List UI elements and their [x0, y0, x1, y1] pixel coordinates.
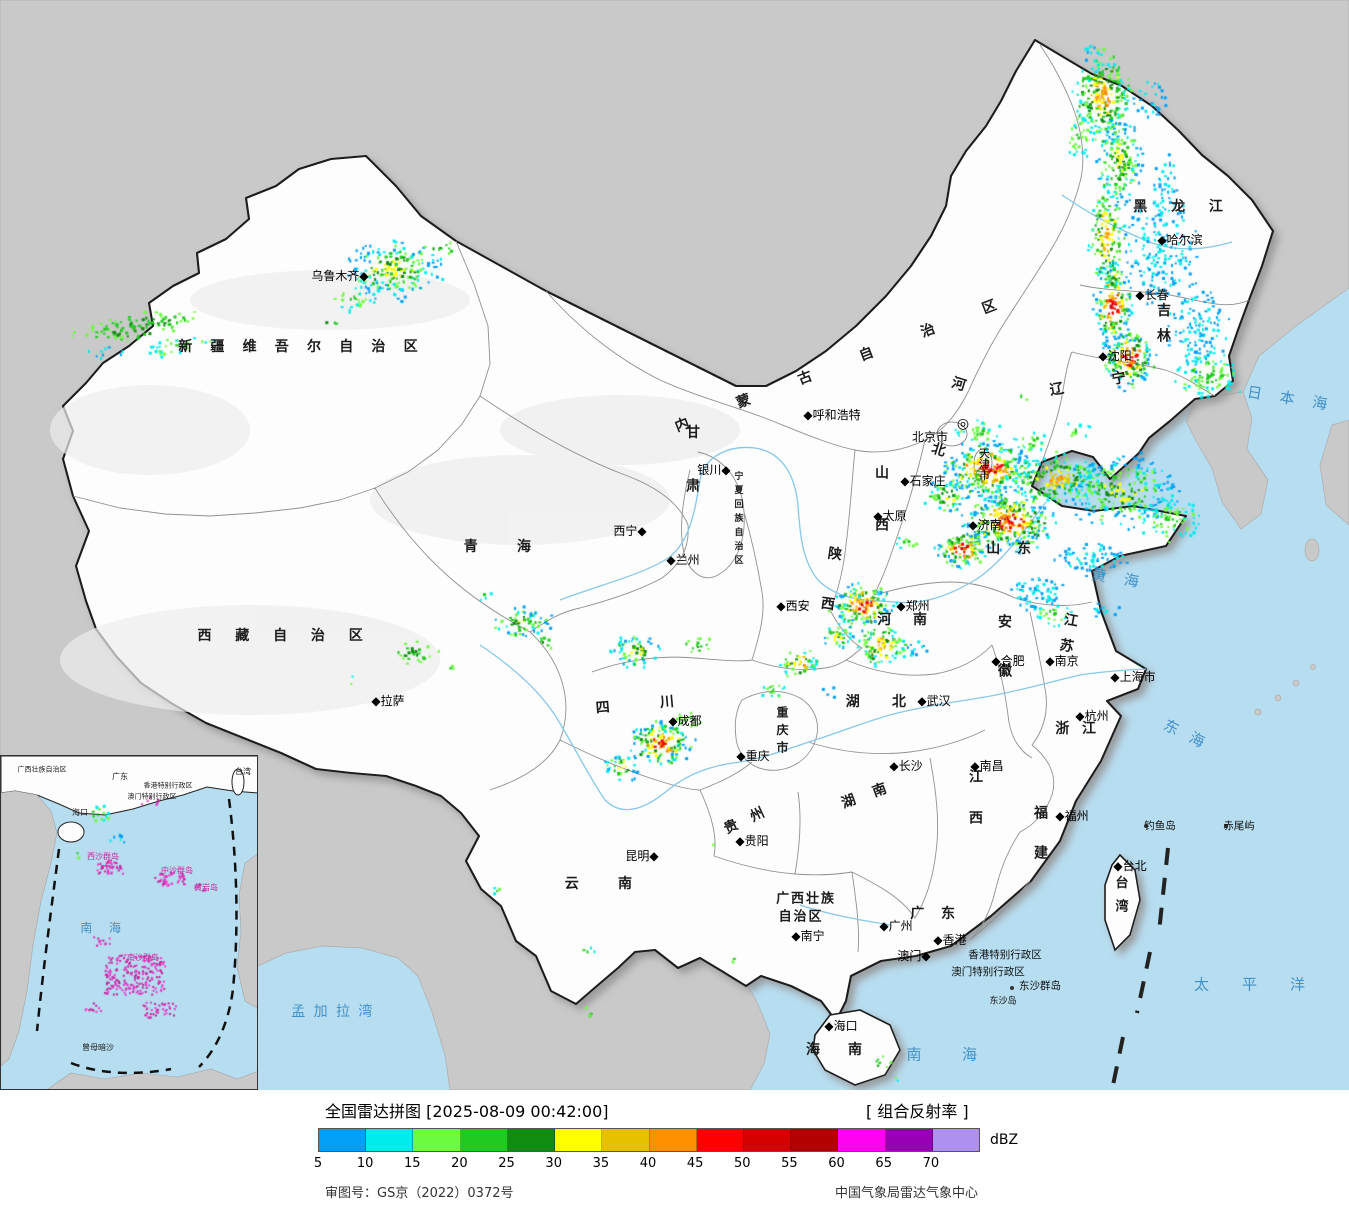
legend-tick-45: 45	[686, 1156, 704, 1171]
legend-tick-30: 30	[545, 1156, 562, 1171]
legend-color-45	[696, 1129, 744, 1151]
inset-radar-and-reefs	[1, 756, 257, 1089]
legend-color-70	[932, 1129, 980, 1151]
legend-color-40	[649, 1129, 697, 1151]
legend-tick-15: 15	[404, 1156, 421, 1171]
product-name-label: [ 组合反射率 ]	[866, 1102, 969, 1121]
legend-tick-10: 10	[356, 1156, 374, 1171]
south-china-sea-inset-map	[0, 755, 258, 1090]
legend-tick-40: 40	[639, 1156, 657, 1171]
legend-tick-35: 35	[592, 1156, 610, 1171]
reflectivity-color-bar	[318, 1128, 980, 1152]
legend-color-60	[838, 1129, 886, 1151]
legend-tick-55: 55	[781, 1156, 798, 1171]
legend-tick-50: 50	[734, 1156, 751, 1171]
legend-color-10	[366, 1129, 414, 1151]
legend: 全国雷达拼图 [2025-08-09 00:42:00] [ 组合反射率 ] d…	[0, 1090, 1349, 1208]
legend-tick-20: 20	[451, 1156, 468, 1171]
legend-tick-65: 65	[875, 1156, 892, 1171]
legend-tick-25: 25	[498, 1156, 515, 1171]
legend-color-20	[460, 1129, 508, 1151]
map-approval-number: 审图号：GS京（2022）0372号	[325, 1186, 514, 1201]
legend-color-30	[555, 1129, 603, 1151]
legend-color-35	[602, 1129, 650, 1151]
legend-tick-labels: 5 10 15 20 25 30 35 40 45 50 55 60 65 70	[314, 1156, 978, 1172]
legend-color-55	[791, 1129, 839, 1151]
legend-tick-60: 60	[828, 1156, 845, 1171]
legend-unit-label: dBZ	[990, 1132, 1019, 1148]
legend-color-50	[743, 1129, 792, 1151]
legend-color-5	[319, 1129, 367, 1151]
legend-color-15	[413, 1129, 461, 1151]
legend-color-25	[507, 1129, 556, 1151]
legend-color-65	[885, 1129, 933, 1151]
map-title: 全国雷达拼图 [2025-08-09 00:42:00]	[325, 1102, 609, 1121]
legend-tick-70: 70	[922, 1156, 940, 1171]
legend-tick-5: 5	[313, 1156, 323, 1171]
credit-label: 中国气象局雷达气象中心	[835, 1186, 979, 1201]
